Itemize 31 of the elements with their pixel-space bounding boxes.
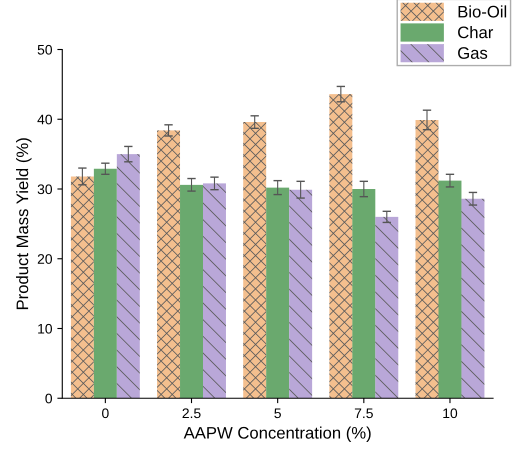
bar: [416, 120, 438, 398]
x-tick-label: 7.5: [354, 408, 373, 418]
bar: [266, 188, 290, 398]
bar: [352, 189, 376, 398]
x-tick-label: 2.5: [182, 408, 201, 418]
bar: [438, 180, 462, 398]
bar: [329, 94, 352, 398]
y-tick-label: 0: [45, 394, 52, 404]
legend-label: Char: [458, 26, 494, 38]
bar: [94, 168, 117, 398]
bar: [375, 216, 398, 398]
x-tick-label: 5: [274, 408, 281, 418]
x-axis-title: AAPW Concentration (%): [184, 426, 371, 442]
bar: [203, 183, 226, 398]
y-tick-label: 30: [38, 184, 52, 194]
bar: [289, 190, 312, 398]
y-tick-label: 20: [38, 254, 52, 264]
bar: [243, 122, 266, 398]
legend-label: Gas: [458, 47, 488, 59]
bar: [180, 184, 203, 398]
y-tick-label: 10: [38, 324, 52, 334]
y-tick-label: 40: [37, 114, 52, 124]
legend-label: Bio-Oil: [458, 5, 506, 18]
x-tick-label: 0: [102, 408, 109, 418]
bar: [157, 130, 180, 398]
x-tick-label: 10: [443, 408, 458, 418]
bar: [70, 176, 94, 398]
bar: [461, 198, 484, 398]
y-axis-title: Product Mass Yield (%): [16, 138, 32, 310]
y-tick-label: 50: [38, 44, 52, 55]
bar: [116, 154, 140, 398]
